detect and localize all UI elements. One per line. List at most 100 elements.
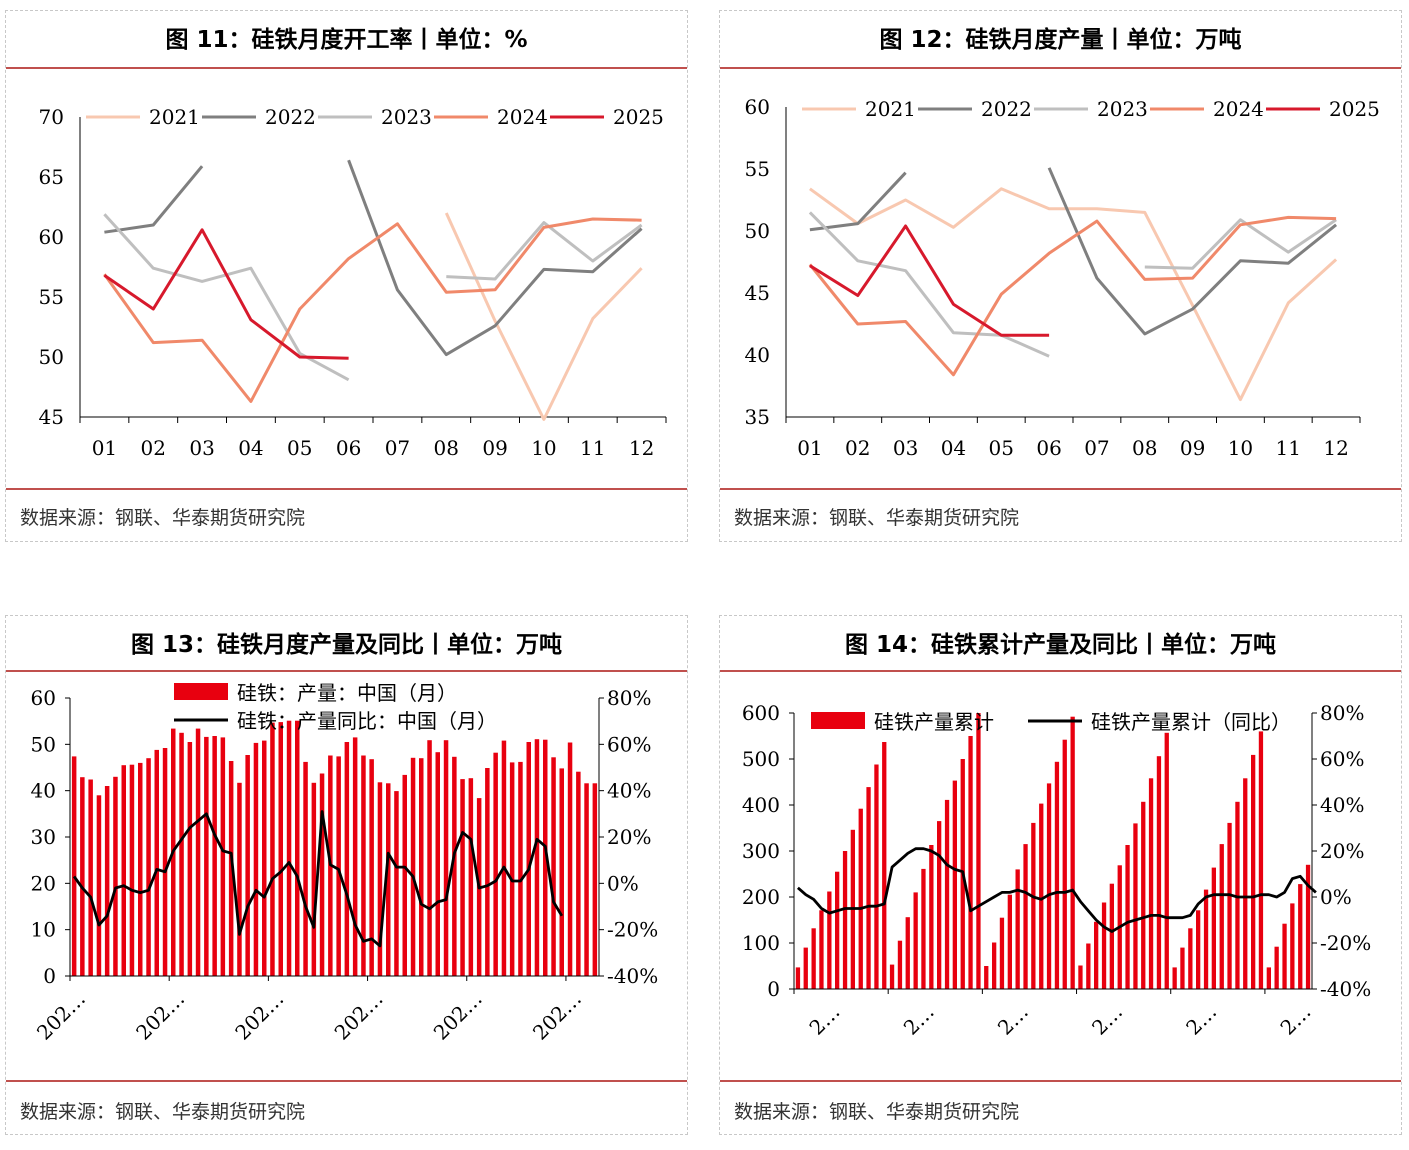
bar (303, 761, 308, 976)
x-tick-label: 02 (845, 436, 870, 460)
x-tick-label: 04 (941, 436, 966, 460)
legend-label-2023: 2023 (1097, 97, 1148, 121)
bar (369, 759, 374, 976)
bar (944, 799, 950, 989)
bar (1046, 783, 1052, 989)
y-tick-label: 0 (767, 977, 780, 1001)
chart-panel-13: 图 13：硅铁月度产量及同比丨单位：万吨 0 10 20 30 40 50 60 -40% -2… (5, 615, 688, 1135)
bar (882, 742, 887, 989)
series-line-2023 (808, 211, 1050, 358)
bar (1203, 889, 1209, 989)
bar (858, 808, 863, 989)
bar (1015, 869, 1020, 989)
y-tick-label: 70 (39, 105, 64, 129)
bar (1062, 739, 1067, 989)
x-tick-label: 01 (797, 436, 822, 460)
y-tick-label: 100 (742, 931, 780, 955)
series-line-2024 (103, 217, 642, 403)
legend-label-2021: 2021 (865, 97, 916, 121)
bar (435, 752, 440, 976)
y-tick-label: 60 (745, 95, 770, 119)
bar (179, 732, 184, 977)
bar (220, 737, 226, 976)
bar (1274, 946, 1279, 989)
bar (237, 782, 242, 976)
bar (567, 742, 573, 976)
bar (889, 964, 895, 989)
bar (999, 917, 1005, 989)
bar (1188, 928, 1193, 989)
bar (1180, 947, 1185, 989)
bar (1298, 884, 1303, 989)
bar (559, 768, 564, 976)
bar (71, 756, 77, 976)
y2-tick-label: 0% (607, 871, 639, 895)
bar (1156, 756, 1162, 989)
series-line-2023 (446, 221, 643, 281)
y-tick-label: 50 (31, 732, 56, 756)
x-tick-label: 09 (1180, 436, 1205, 460)
bar (842, 851, 848, 989)
x-tick-label: 2… (1275, 1000, 1315, 1040)
bar (1243, 778, 1248, 989)
chart-panel-14: 图 14：硅铁累计产量及同比丨单位：万吨 0 100 200 300 400 500 600… (719, 615, 1402, 1135)
bar (1164, 732, 1169, 989)
y-tick-label: 40 (745, 343, 770, 367)
bar (1070, 716, 1075, 989)
x-tick-label: 07 (1084, 436, 1109, 460)
series-line-2021 (444, 212, 643, 421)
x-tick-label: 01 (92, 436, 117, 460)
chart-13-title: 图 13：硅铁月度产量及同比丨单位：万吨 (130, 632, 562, 658)
x-tick-label: 2… (993, 1000, 1033, 1040)
bar (1251, 754, 1256, 989)
bar (402, 774, 407, 976)
legend-label-line: 硅铁：产量同比：中国（月） (237, 709, 497, 733)
bar (443, 740, 449, 976)
y2-tick-label: 40% (607, 779, 651, 803)
y-tick-label: 45 (745, 281, 770, 305)
bar (592, 783, 598, 976)
series-line-2021 (809, 187, 1338, 402)
bar (827, 891, 832, 989)
chart-panel-11: 图 11：硅铁月度开工率丨单位：% 45 50 55 60 65 70 01 02 03 04 05… (5, 10, 688, 542)
x-tick-label: 02 (141, 436, 166, 460)
x-tick-label: 08 (1132, 436, 1157, 460)
x-tick-label: 10 (531, 436, 556, 460)
y2-tick-label: 20% (607, 825, 651, 849)
series-line-2022 (809, 171, 907, 232)
series-line-2025 (103, 228, 349, 360)
bar (138, 762, 143, 976)
title-divider (720, 67, 1401, 69)
legend-swatch-bar (811, 712, 865, 729)
bar (121, 765, 126, 976)
series-line-2025 (809, 224, 1050, 337)
x-tick-label: 202… (528, 987, 586, 1045)
bar (146, 758, 151, 976)
bar (819, 910, 824, 989)
y2-tick-label: -40% (1320, 977, 1371, 1001)
bar (344, 742, 350, 976)
x-tick-label: 09 (482, 436, 507, 460)
bar (195, 728, 201, 976)
bar (992, 942, 997, 989)
bar (80, 777, 85, 976)
bar (526, 742, 531, 976)
bar (803, 947, 808, 989)
x-tick-label: 10 (1228, 436, 1253, 460)
x-tick-label: 202… (32, 987, 90, 1045)
bar (162, 748, 168, 976)
bar (1094, 921, 1099, 989)
y-tick-label: 60 (39, 225, 64, 249)
bar (913, 892, 918, 989)
legend-label-2022: 2022 (981, 97, 1032, 121)
bar (96, 795, 102, 976)
bar (1305, 864, 1311, 989)
legend-label-2024: 2024 (497, 105, 548, 129)
y2-tick-label: -20% (607, 918, 658, 942)
bar (1219, 844, 1224, 989)
bar (509, 762, 515, 976)
y-tick-label: 50 (745, 219, 770, 243)
bar (905, 917, 910, 989)
yoy-line (796, 847, 1317, 933)
legend-swatch-bar (174, 683, 228, 700)
